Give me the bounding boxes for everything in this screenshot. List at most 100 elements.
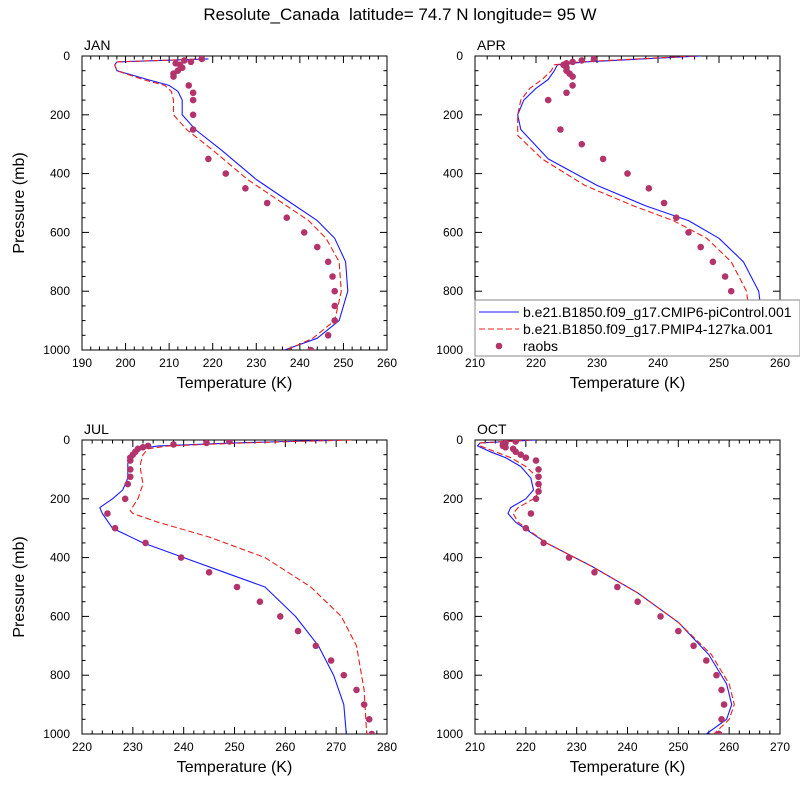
panel-label: JAN — [84, 37, 110, 53]
raobs-point — [645, 185, 653, 192]
raobs-point — [327, 657, 335, 664]
raobs-point — [340, 671, 348, 679]
y-tick-label: 600 — [443, 225, 463, 239]
y-tick-label: 1000 — [43, 727, 70, 741]
raobs-point — [170, 441, 177, 448]
series-line-picontrol — [476, 440, 733, 734]
raobs-point — [263, 199, 271, 207]
x-tick-label: 250 — [333, 356, 353, 370]
y-tick-label: 600 — [50, 225, 70, 239]
raobs-point — [126, 457, 134, 464]
raobs-point — [365, 716, 373, 723]
x-tick-label: 240 — [648, 356, 668, 370]
raobs-point — [181, 57, 188, 64]
panel-label: JUL — [84, 421, 109, 437]
raobs-point — [591, 569, 598, 576]
raobs-point — [331, 287, 339, 295]
raobs-point — [535, 488, 542, 495]
raobs-point — [569, 82, 576, 89]
legend-label: b.e21.B1850.f09_g17.CMIP6-piControl.001 — [523, 304, 792, 320]
y-tick-label: 400 — [50, 167, 70, 181]
y-axis-label: Pressure (mb) — [11, 152, 28, 253]
series-line-picontrol — [517, 56, 763, 350]
raobs-point — [502, 444, 509, 451]
raobs-point — [368, 730, 376, 734]
x-tick-label: 260 — [719, 740, 739, 754]
raobs-point — [205, 569, 213, 576]
raobs-point — [360, 701, 368, 708]
y-tick-label: 800 — [443, 284, 463, 298]
x-tick-label: 260 — [770, 356, 790, 370]
raobs-point — [189, 96, 197, 104]
series-line-127ka — [517, 56, 751, 350]
y-tick-label: 0 — [456, 49, 463, 63]
raobs-point — [126, 473, 134, 481]
y-tick-label: 200 — [443, 108, 463, 122]
raobs-point — [540, 539, 547, 547]
x-tick-label: 210 — [465, 356, 485, 370]
x-tick-label: 250 — [709, 356, 729, 370]
raobs-point — [331, 302, 339, 310]
x-tick-label: 240 — [174, 740, 194, 754]
raobs-point — [535, 473, 542, 481]
raobs-point — [517, 451, 525, 459]
raobs-point — [634, 598, 641, 605]
x-tick-label: 250 — [668, 740, 688, 754]
raobs-point — [709, 258, 717, 266]
raobs-point — [660, 199, 668, 207]
raobs-point — [527, 510, 535, 517]
raobs-point — [720, 701, 728, 708]
raobs-point — [170, 73, 177, 80]
x-axis-label: Temperature (K) — [177, 375, 293, 392]
raobs-point — [624, 170, 631, 177]
raobs-point — [313, 243, 321, 251]
raobs-point — [205, 155, 212, 163]
raobs-point — [300, 229, 308, 236]
x-tick-label: 230 — [123, 740, 143, 754]
raobs-point — [713, 671, 720, 679]
y-tick-label: 600 — [50, 609, 70, 623]
x-tick-label: 250 — [224, 740, 244, 754]
raobs-point — [111, 524, 119, 532]
y-tick-label: 200 — [50, 108, 70, 122]
x-tick-label: 200 — [116, 356, 136, 370]
data-layer — [114, 56, 349, 350]
raobs-point — [283, 214, 291, 221]
x-axis-label: Temperature (K) — [570, 375, 686, 392]
x-tick-label: 230 — [587, 356, 607, 370]
y-tick-label: 400 — [50, 551, 70, 565]
raobs-point — [565, 554, 573, 561]
raobs-point — [329, 273, 336, 280]
raobs-point — [233, 583, 241, 591]
raobs-point — [177, 554, 185, 561]
x-tick-label: 220 — [72, 740, 92, 754]
raobs-point — [198, 56, 206, 63]
raobs-point — [139, 444, 147, 451]
y-tick-label: 800 — [50, 284, 70, 298]
raobs-point — [121, 495, 129, 503]
raobs-point — [222, 170, 230, 177]
raobs-point — [657, 613, 664, 620]
x-tick-label: 270 — [326, 740, 346, 754]
raobs-point — [294, 627, 302, 635]
y-tick-label: 600 — [443, 609, 463, 623]
y-tick-label: 200 — [50, 492, 70, 506]
raobs-point — [189, 111, 197, 119]
raobs-point — [715, 730, 723, 734]
raobs-point — [324, 332, 332, 339]
x-tick-label: 220 — [526, 356, 546, 370]
raobs-point — [569, 58, 576, 66]
x-tick-label: 210 — [159, 356, 179, 370]
raobs-point — [126, 466, 134, 473]
raobs-point — [307, 346, 315, 350]
raobs-point — [185, 82, 193, 89]
raobs-point — [614, 583, 621, 591]
raobs-point — [312, 642, 320, 650]
raobs-point — [578, 57, 586, 64]
raobs-point — [697, 243, 704, 251]
y-tick-label: 800 — [443, 668, 463, 682]
raobs-point — [721, 273, 729, 280]
raobs-point — [727, 287, 735, 295]
x-tick-label: 240 — [290, 356, 310, 370]
